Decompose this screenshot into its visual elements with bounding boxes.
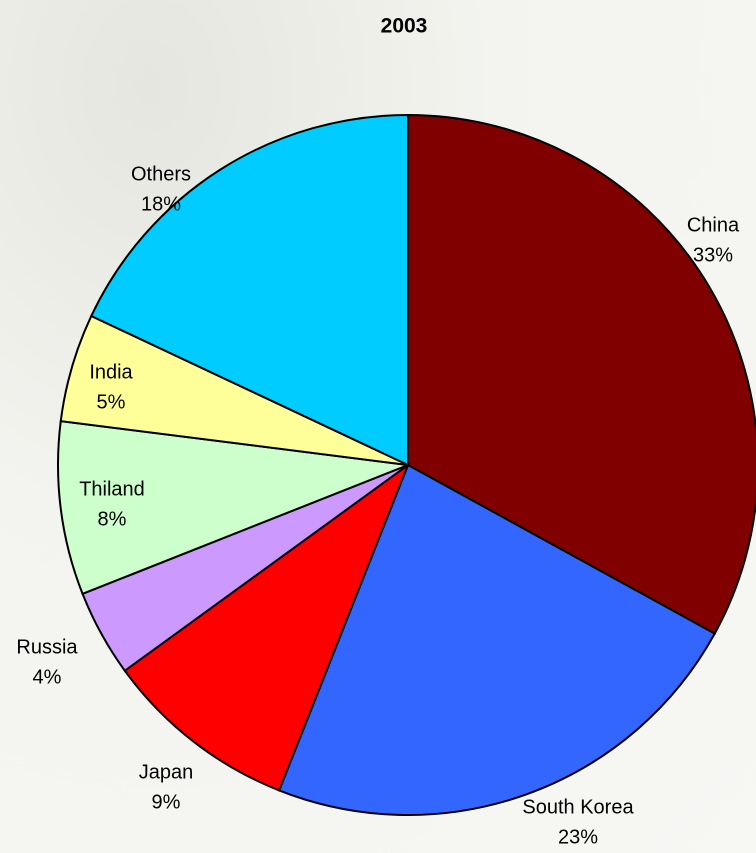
slice-label-name: Others — [131, 163, 191, 185]
slice-label-value: 33% — [693, 244, 733, 266]
slice-label-value: 9% — [152, 791, 181, 813]
chart-title: 2003 — [381, 15, 428, 38]
pie-slice — [123, 462, 411, 792]
slice-label-name: China — [687, 214, 740, 236]
slice-label-name: South Korea — [522, 796, 634, 818]
slice-label-value: 4% — [33, 666, 62, 688]
slice-label-name: Russia — [16, 636, 78, 658]
pie-slice — [57, 420, 409, 596]
slice-label-name: Japan — [139, 761, 194, 783]
pie-slice — [277, 463, 717, 816]
slice-label-value: 8% — [98, 508, 127, 530]
pie-slice — [407, 113, 756, 635]
slice-label-name: Thiland — [79, 478, 145, 500]
slice-label-value: 5% — [97, 391, 126, 413]
slice-label-name: India — [89, 361, 133, 383]
pie-slice — [89, 113, 409, 467]
slice-label-value: 23% — [558, 826, 598, 848]
slice-label-value: 18% — [141, 193, 181, 215]
